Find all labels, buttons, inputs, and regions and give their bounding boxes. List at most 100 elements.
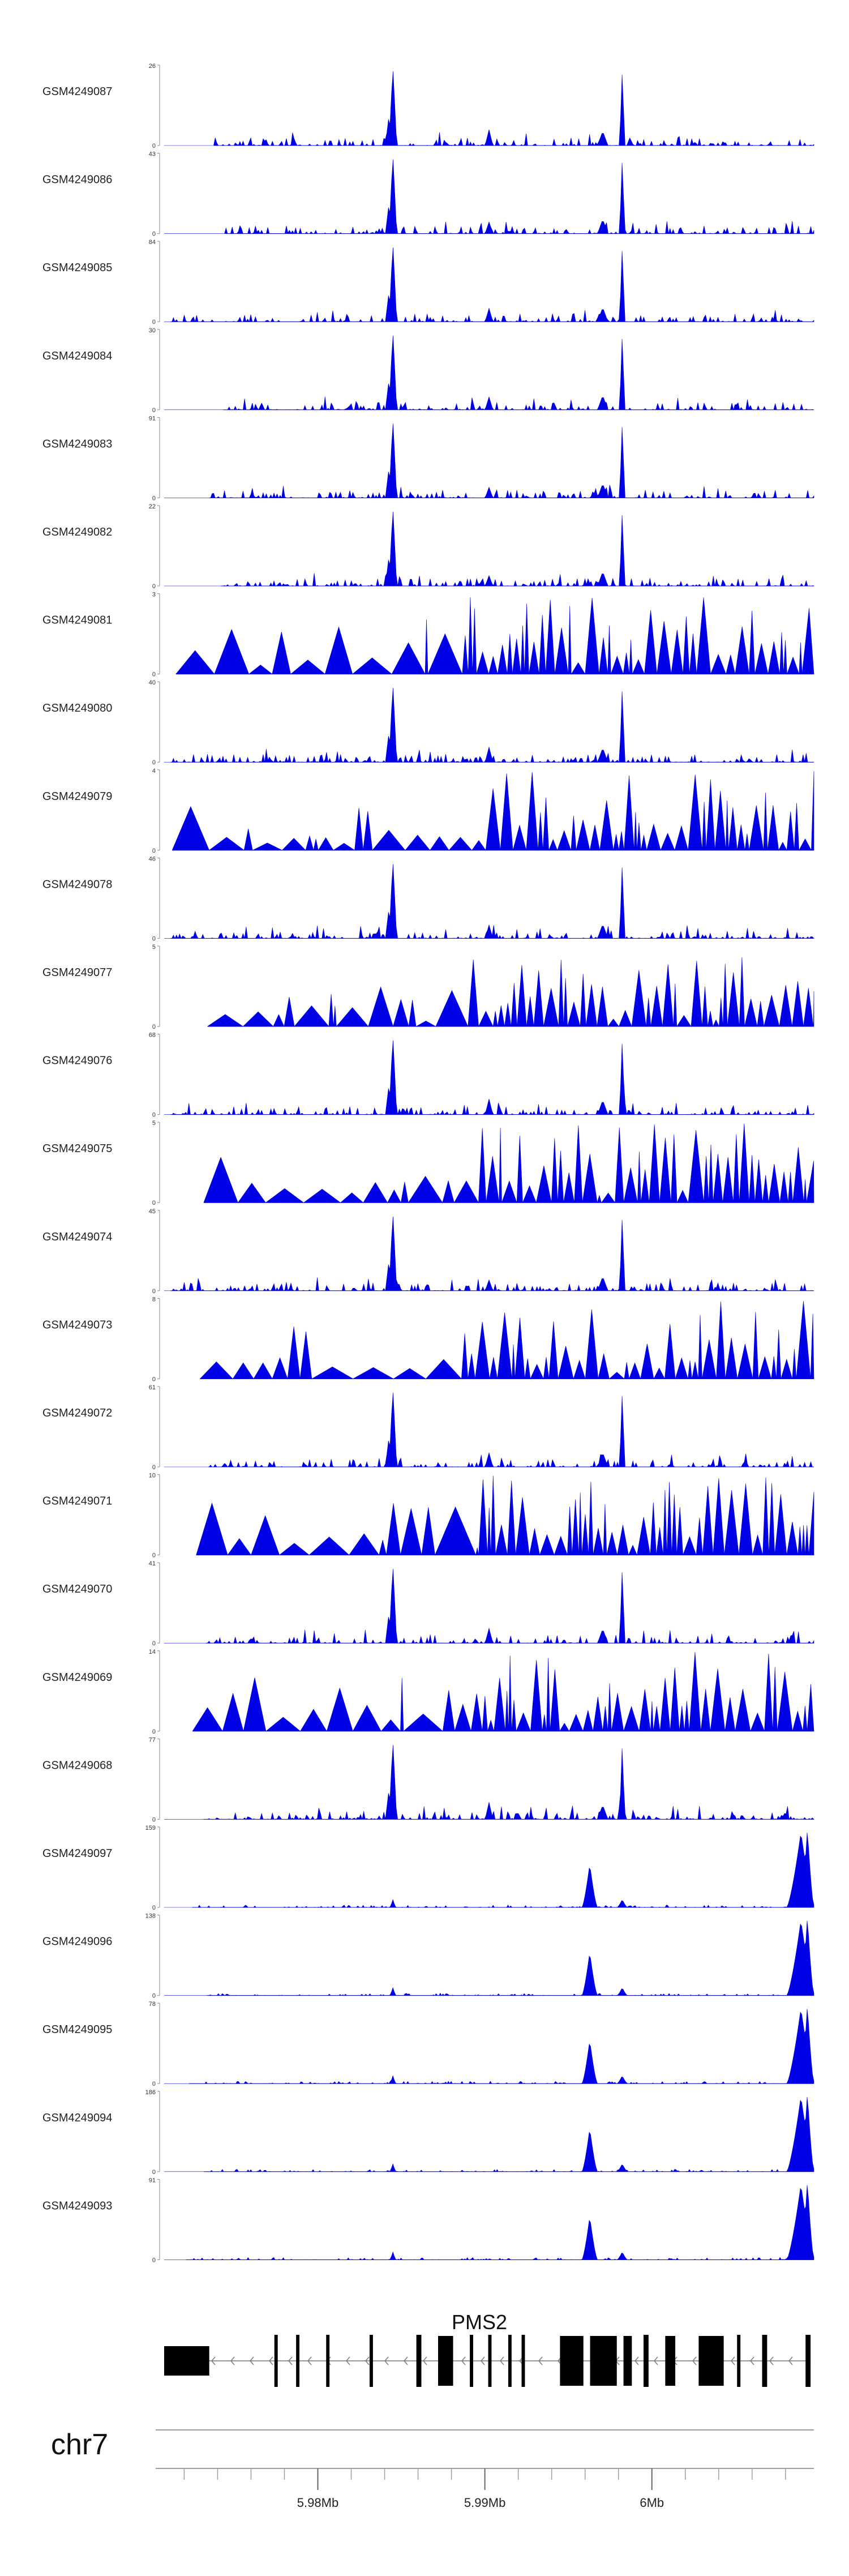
coverage-area	[164, 335, 814, 410]
track-label: GSM4249083	[42, 438, 112, 450]
track-gsm4249082: GSM4249082 22 0	[42, 503, 814, 590]
gene-exon	[805, 2335, 811, 2387]
track-label: GSM4249073	[42, 1319, 112, 1331]
y-max-label: 77	[149, 1736, 156, 1743]
y-max-label: 40	[149, 679, 156, 686]
y-max-label: 3	[152, 592, 156, 598]
y-max-label: 5	[152, 1120, 156, 1127]
strand-chevron-icon	[788, 2356, 793, 2365]
track-label: GSM4249078	[42, 878, 112, 891]
track-label: GSM4249084	[42, 350, 112, 362]
y-max-label: 10	[149, 1473, 156, 1479]
strand-chevron-icon	[269, 2356, 273, 2365]
y-min-label: 0	[152, 2169, 156, 2176]
y-min-label: 0	[152, 1376, 156, 1383]
gene-exon	[698, 2336, 724, 2386]
track-label: GSM4249085	[42, 262, 112, 274]
coverage-area	[192, 1652, 814, 1732]
coverage-area	[164, 2009, 814, 2084]
track-label: GSM4249068	[42, 1759, 112, 1771]
y-min-label: 0	[152, 583, 156, 590]
track-gsm4249095: GSM4249095 78 0	[42, 2001, 814, 2087]
strand-chevron-icon	[346, 2356, 350, 2365]
strand-chevron-icon	[731, 2356, 735, 2365]
track-gsm4249085: GSM4249085 84 0	[42, 239, 814, 326]
track-label: GSM4249071	[42, 1495, 112, 1508]
gene-exon	[623, 2336, 632, 2386]
track-gsm4249094: GSM4249094 186 0	[42, 2089, 814, 2176]
y-max-label: 22	[149, 503, 156, 510]
coverage-area	[164, 864, 814, 939]
strand-chevron-icon	[500, 2356, 504, 2365]
y-min-label: 0	[152, 495, 156, 502]
track-gsm4249078: GSM4249078 46 0	[42, 855, 814, 942]
track-gsm4249096: GSM4249096 138 0	[42, 1913, 814, 2000]
track-gsm4249075: GSM4249075 5 0	[42, 1120, 814, 1206]
strand-chevron-icon	[750, 2356, 754, 2365]
track-gsm4249072: GSM4249072 61 0	[42, 1384, 814, 1471]
strand-chevron-icon	[250, 2356, 254, 2365]
axis-tick-label: 5.99Mb	[464, 2496, 505, 2510]
coverage-area	[164, 71, 814, 147]
track-gsm4249076: GSM4249076 68 0	[42, 1032, 814, 1119]
strand-chevron-icon	[404, 2356, 408, 2365]
track-label: GSM4249081	[42, 614, 112, 627]
gene-exon	[296, 2335, 300, 2387]
coverage-area	[164, 1040, 814, 1115]
y-min-label: 0	[152, 1552, 156, 1559]
track-label: GSM4249077	[42, 966, 112, 979]
track-gsm4249074: GSM4249074 45 0	[42, 1208, 814, 1295]
track-gsm4249071: GSM4249071 10 0	[42, 1473, 814, 1559]
coverage-area	[171, 771, 814, 851]
strand-chevron-icon	[423, 2356, 427, 2365]
coverage-area	[164, 511, 814, 587]
gene-exon	[164, 2346, 209, 2376]
track-gsm4249083: GSM4249083 91 0	[42, 415, 814, 502]
track-label: GSM4249080	[42, 702, 112, 714]
y-max-label: 14	[149, 1649, 156, 1655]
track-label: GSM4249075	[42, 1142, 112, 1155]
track-gsm4249084: GSM4249084 30 0	[42, 327, 814, 414]
y-min-label: 0	[152, 1464, 156, 1471]
gene-model-track: PMS2	[164, 2310, 811, 2387]
gene-exon	[488, 2335, 492, 2387]
y-max-label: 91	[149, 2177, 156, 2184]
y-max-label: 91	[149, 415, 156, 422]
gene-exon	[508, 2335, 512, 2387]
gene-name-label: PMS2	[452, 2310, 507, 2334]
y-max-label: 78	[149, 2001, 156, 2008]
track-label: GSM4249096	[42, 1936, 112, 1948]
coverage-area	[164, 423, 814, 499]
y-max-label: 5	[152, 944, 156, 951]
chromosome-label: chr7	[51, 2428, 108, 2461]
y-min-label: 0	[152, 1816, 156, 1823]
y-min-label: 0	[152, 1288, 156, 1295]
gene-exon	[274, 2335, 278, 2387]
gene-exon	[560, 2336, 584, 2386]
track-gsm4249069: GSM4249069 14 0	[42, 1649, 814, 1735]
track-gsm4249086: GSM4249086 43 0	[42, 151, 814, 238]
y-min-label: 0	[152, 1728, 156, 1735]
y-min-label: 0	[152, 1112, 156, 1119]
strand-chevron-icon	[769, 2356, 774, 2365]
coverage-area	[164, 1833, 814, 1908]
coverage-area	[164, 1920, 814, 1996]
strand-chevron-icon	[538, 2356, 543, 2365]
axis-tick-label: 5.98Mb	[297, 2496, 338, 2510]
gene-exon	[590, 2336, 617, 2386]
coverage-tracks: GSM4249087260GSM4249086430GSM4249085840G…	[42, 63, 814, 2263]
coverage-area	[200, 1301, 814, 1380]
gene-exon	[416, 2335, 422, 2387]
y-min-label: 0	[152, 319, 156, 326]
coverage-area	[203, 1123, 814, 1204]
y-max-label: 138	[145, 1913, 156, 1920]
strand-chevron-icon	[230, 2356, 235, 2365]
track-gsm4249068: GSM4249068 77 0	[42, 1736, 814, 1823]
y-max-label: 46	[149, 855, 156, 862]
y-max-label: 61	[149, 1384, 156, 1391]
gene-exon	[762, 2335, 767, 2387]
gene-exon	[369, 2335, 373, 2387]
strand-chevron-icon	[307, 2356, 312, 2365]
gene-exon	[470, 2335, 473, 2387]
track-gsm4249073: GSM4249073 8 0	[42, 1296, 814, 1383]
